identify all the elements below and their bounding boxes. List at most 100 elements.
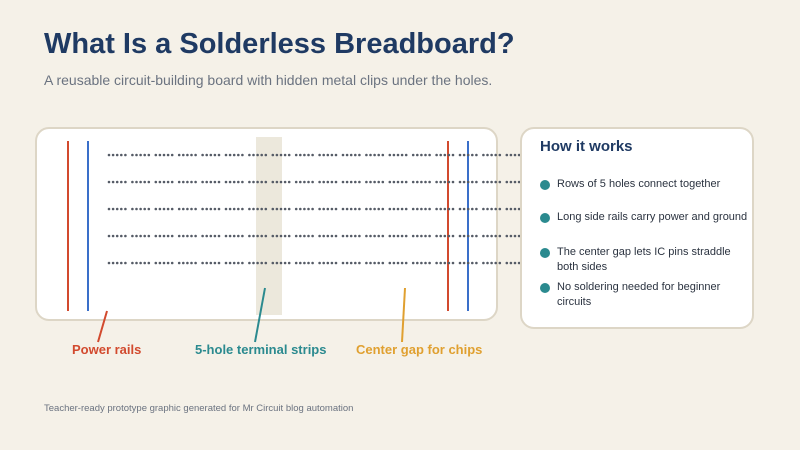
breadboard-hole — [494, 207, 498, 211]
breadboard-hole — [143, 234, 146, 238]
breadboard-hole — [158, 261, 162, 265]
breadboard-hole — [420, 234, 423, 238]
breadboard-hole — [330, 207, 334, 211]
breadboard-hole — [107, 153, 111, 157]
breadboard-hole — [373, 153, 376, 157]
breadboard-hole — [224, 153, 228, 157]
breadboard-hole — [498, 261, 502, 265]
breadboard-hole — [186, 261, 189, 265]
breadboard-hole — [252, 261, 255, 265]
breadboard-hole — [279, 153, 283, 157]
breadboard-hole — [120, 261, 123, 265]
breadboard-hole — [135, 207, 138, 211]
breadboard-hole — [420, 153, 423, 157]
breadboard-hole — [271, 261, 275, 265]
breadboard-hole — [252, 207, 255, 211]
breadboard-hole — [154, 153, 158, 157]
breadboard-hole — [283, 261, 287, 265]
breadboard-hole — [131, 234, 134, 238]
breadboard-hole — [217, 261, 221, 265]
breadboard-hole — [271, 207, 275, 211]
breadboard-hole — [396, 153, 400, 157]
breadboard-hole — [248, 207, 251, 211]
breadboard-hole — [201, 153, 204, 157]
breadboard-hole — [345, 180, 349, 184]
breadboard-hole — [411, 180, 415, 184]
breadboard-hole — [322, 153, 326, 157]
breadboard-hole — [404, 234, 408, 238]
breadboard-hole — [424, 180, 427, 184]
breadboard-hole — [299, 261, 302, 265]
breadboard-hole — [381, 234, 385, 238]
breadboard-hole — [299, 153, 302, 157]
breadboard-hole — [154, 207, 158, 211]
breadboard-hole — [205, 261, 208, 265]
breadboard-hole — [311, 261, 314, 265]
breadboard-hole — [486, 207, 489, 211]
breadboard-hole — [107, 207, 111, 211]
breadboard-hole — [162, 207, 166, 211]
breadboard-hole — [396, 261, 400, 265]
breadboard-hole — [486, 180, 489, 184]
breadboard-hole — [154, 180, 158, 184]
breadboard-hole — [424, 261, 427, 265]
breadboard-hole — [462, 207, 466, 211]
breadboard-hole — [326, 153, 330, 157]
breadboard-hole — [513, 234, 517, 238]
breadboard-hole — [341, 261, 345, 265]
breadboard-hole — [201, 234, 204, 238]
breadboard-hole — [451, 153, 455, 157]
breadboard-hole — [135, 153, 138, 157]
breadboard-hole — [377, 207, 381, 211]
breadboard-hole — [345, 153, 349, 157]
breadboard-hole — [264, 153, 268, 157]
breadboard-hole — [326, 207, 330, 211]
breadboard-hole — [111, 153, 115, 157]
breadboard-hole — [458, 207, 462, 211]
breadboard-hole — [303, 261, 306, 265]
breadboard-hole — [420, 207, 423, 211]
breadboard-hole — [451, 234, 455, 238]
breadboard-hole — [248, 234, 251, 238]
breadboard-hole — [365, 153, 368, 157]
breadboard-hole — [388, 234, 392, 238]
breadboard-hole — [365, 180, 368, 184]
breadboard-hole — [373, 207, 376, 211]
breadboard-hole — [303, 180, 306, 184]
breadboard-hole — [400, 153, 404, 157]
breadboard-hole — [194, 153, 197, 157]
breadboard-hole — [147, 261, 151, 265]
breadboard-hole — [124, 234, 127, 238]
breadboard-hole — [334, 207, 338, 211]
breadboard-hole — [396, 234, 400, 238]
breadboard-hole — [451, 261, 455, 265]
breadboard-hole — [154, 261, 158, 265]
breadboard-hole — [201, 180, 204, 184]
breadboard-hole — [494, 180, 498, 184]
breadboard-hole — [224, 261, 228, 265]
breadboard-hole — [392, 180, 396, 184]
page-subtitle: A reusable circuit-building board with h… — [44, 72, 493, 88]
breadboard-hole — [217, 180, 221, 184]
info-bullet-text: Long side rails carry power and ground — [557, 211, 748, 223]
breadboard-hole — [186, 180, 189, 184]
breadboard-hole — [224, 180, 228, 184]
breadboard-hole — [158, 180, 162, 184]
breadboard-hole — [228, 207, 232, 211]
bullet-dot-icon — [540, 248, 550, 258]
breadboard-hole — [388, 180, 392, 184]
breadboard-hole — [369, 207, 372, 211]
breadboard-hole — [186, 234, 189, 238]
breadboard-hole — [447, 153, 451, 157]
breadboard-hole — [349, 234, 353, 238]
breadboard-hole — [341, 207, 345, 211]
breadboard-hole — [439, 153, 443, 157]
breadboard-hole — [424, 207, 427, 211]
breadboard-hole — [241, 261, 244, 265]
breadboard-hole — [400, 180, 404, 184]
breadboard-hole — [411, 207, 415, 211]
breadboard-hole — [264, 261, 268, 265]
breadboard-hole — [458, 261, 462, 265]
breadboard-hole — [248, 153, 251, 157]
breadboard-hole — [505, 153, 509, 157]
